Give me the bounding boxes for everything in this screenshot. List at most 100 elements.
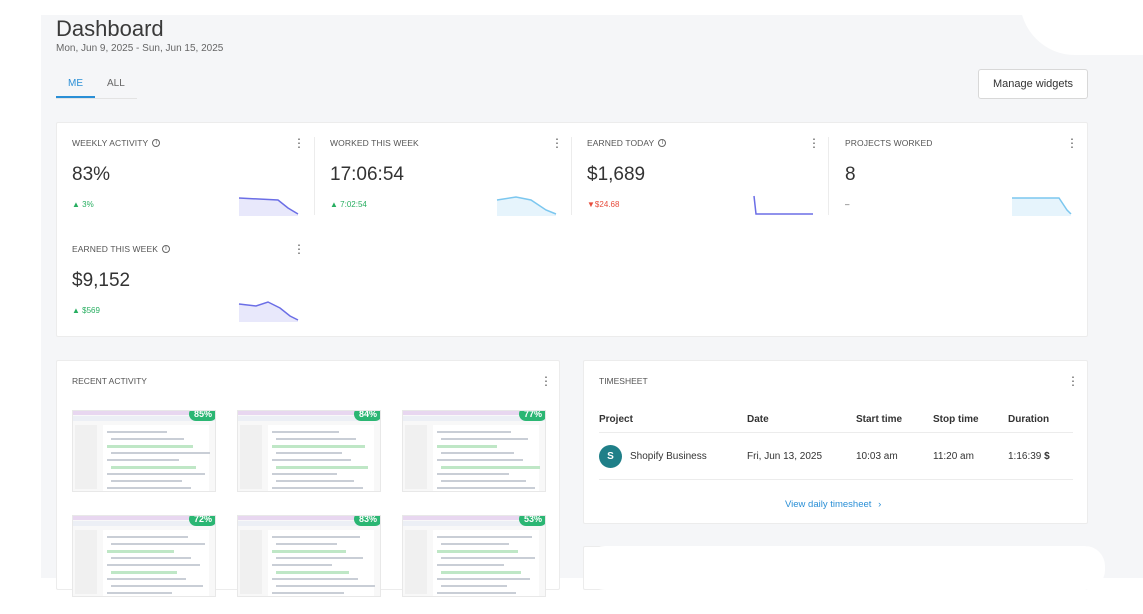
stat-value: $1,689 xyxy=(587,164,646,185)
stop-time-cell: 11:20 am xyxy=(933,450,974,462)
stat-value: $9,152 xyxy=(72,270,131,291)
stat-delta: – xyxy=(845,200,850,209)
recent-activity-title: RECENT ACTIVITY xyxy=(72,376,147,386)
text-line xyxy=(107,536,188,538)
activity-screenshot[interactable]: 85% xyxy=(72,410,216,492)
stat-delta: ▲ 7:02:54 xyxy=(330,200,367,209)
text-line xyxy=(437,431,511,433)
tab-me[interactable]: ME xyxy=(56,75,95,98)
sparkline xyxy=(1012,197,1072,216)
more-options-icon[interactable]: ⋮ xyxy=(551,136,563,150)
timesheet-title: TIMESHEET xyxy=(599,376,648,386)
stat-delta-value: 3% xyxy=(82,200,94,209)
text-line xyxy=(111,585,203,587)
date-range: Mon, Jun 9, 2025 - Sun, Jun 15, 2025 xyxy=(56,43,224,54)
stat-earned-today: EARNED TODAY i ⋮ $1,689 ▼$24.68 xyxy=(587,136,827,228)
table-row[interactable]: S Shopify Business Fri, Jun 13, 2025 10:… xyxy=(599,432,1073,480)
info-icon[interactable]: i xyxy=(162,245,170,253)
stat-delta-value: $24.68 xyxy=(594,200,620,209)
stat-value: 17:06:54 xyxy=(330,164,404,185)
text-line xyxy=(111,452,210,454)
more-options-icon[interactable]: ⋮ xyxy=(808,136,820,150)
text-line xyxy=(111,480,182,482)
sparkline xyxy=(238,197,299,216)
text-line xyxy=(441,557,535,559)
more-options-icon[interactable]: ⋮ xyxy=(293,242,305,256)
stat-label: EARNED TODAY xyxy=(587,138,655,148)
view-daily-timesheet-link[interactable]: View daily timesheet › xyxy=(785,499,881,510)
text-line xyxy=(437,592,516,594)
text-line xyxy=(441,571,521,574)
text-line xyxy=(107,487,191,489)
activity-percent-badge: 53% xyxy=(518,516,545,526)
more-options-icon[interactable]: ⋮ xyxy=(540,374,552,388)
text-line xyxy=(107,473,205,475)
tab-all[interactable]: ALL xyxy=(107,78,125,89)
date-cell: Fri, Jun 13, 2025 xyxy=(747,450,823,462)
up-arrow-icon: ▲ xyxy=(72,200,80,209)
info-icon[interactable]: i xyxy=(152,139,161,147)
activity-screenshot[interactable]: 84% xyxy=(237,410,381,492)
text-line xyxy=(272,473,337,475)
activity-screenshot[interactable]: 83% xyxy=(237,515,381,597)
up-arrow-icon: ▲ xyxy=(72,306,80,315)
text-line xyxy=(437,473,509,475)
toolbar xyxy=(73,521,215,526)
text-line xyxy=(272,564,332,566)
avatar: S xyxy=(599,444,622,468)
stats-card xyxy=(56,122,1088,337)
text-line xyxy=(437,445,497,448)
column-header: Project xyxy=(599,413,633,425)
stat-delta: ▲ 3% xyxy=(72,200,94,209)
chevron-right-icon: › xyxy=(878,499,882,510)
start-time-cell: 10:03 am xyxy=(856,450,898,462)
stat-weekly-activity: WEEKLY ACTIVITY i ⋮ 83% ▲ 3% xyxy=(72,136,312,228)
activity-percent-badge: 72% xyxy=(188,516,215,526)
more-options-icon[interactable]: ⋮ xyxy=(293,136,305,150)
browser-bar xyxy=(73,411,215,415)
down-arrow-icon: ▼ xyxy=(587,200,595,209)
doc-sidebar xyxy=(405,530,427,594)
text-line xyxy=(441,543,509,545)
info-icon[interactable]: i xyxy=(658,139,667,147)
manage-widgets-button[interactable]: Manage widgets xyxy=(978,69,1088,99)
stat-label: PROJECTS WORKED xyxy=(845,138,933,148)
stat-label: WORKED THIS WEEK xyxy=(330,138,419,148)
activity-screenshot[interactable]: 53% xyxy=(402,515,546,597)
activity-percent-badge: 84% xyxy=(353,411,380,421)
text-line xyxy=(441,466,540,469)
text-line xyxy=(111,438,184,440)
redaction-blob xyxy=(585,546,1105,590)
toolbar xyxy=(403,521,545,526)
timesheet-card xyxy=(583,360,1088,524)
text-line xyxy=(272,550,346,553)
more-options-icon[interactable]: ⋮ xyxy=(1067,374,1079,388)
browser-bar xyxy=(403,516,545,520)
sparkline xyxy=(496,196,557,216)
toolbar xyxy=(238,416,380,421)
activity-screenshot[interactable]: 77% xyxy=(402,410,546,492)
text-line xyxy=(276,557,363,559)
stat-worked-this-week: WORKED THIS WEEK ⋮ 17:06:54 ▲ 7:02:54 xyxy=(330,136,570,228)
text-line xyxy=(272,578,358,580)
column-header: Stop time xyxy=(933,413,979,425)
divider xyxy=(314,137,315,215)
activity-screenshot[interactable]: 72% xyxy=(72,515,216,597)
sparkline xyxy=(238,301,299,322)
stat-projects-worked: PROJECTS WORKED ⋮ 8 – xyxy=(845,136,1085,228)
duration-cell: 1:16:39 xyxy=(1008,450,1042,462)
doc-sidebar xyxy=(405,425,427,489)
text-line xyxy=(441,480,526,482)
more-options-icon[interactable]: ⋮ xyxy=(1066,136,1078,150)
text-line xyxy=(441,585,507,587)
table-header: Project Date Start time Stop time Durati… xyxy=(599,406,1073,432)
stat-value: 8 xyxy=(845,164,856,185)
browser-bar xyxy=(238,516,380,520)
text-line xyxy=(272,536,360,538)
stat-label: WEEKLY ACTIVITY xyxy=(72,138,149,148)
text-line xyxy=(272,459,351,461)
browser-bar xyxy=(238,411,380,415)
activity-percent-badge: 85% xyxy=(188,411,215,421)
text-line xyxy=(272,431,339,433)
stat-delta: ▲ $569 xyxy=(72,306,100,315)
